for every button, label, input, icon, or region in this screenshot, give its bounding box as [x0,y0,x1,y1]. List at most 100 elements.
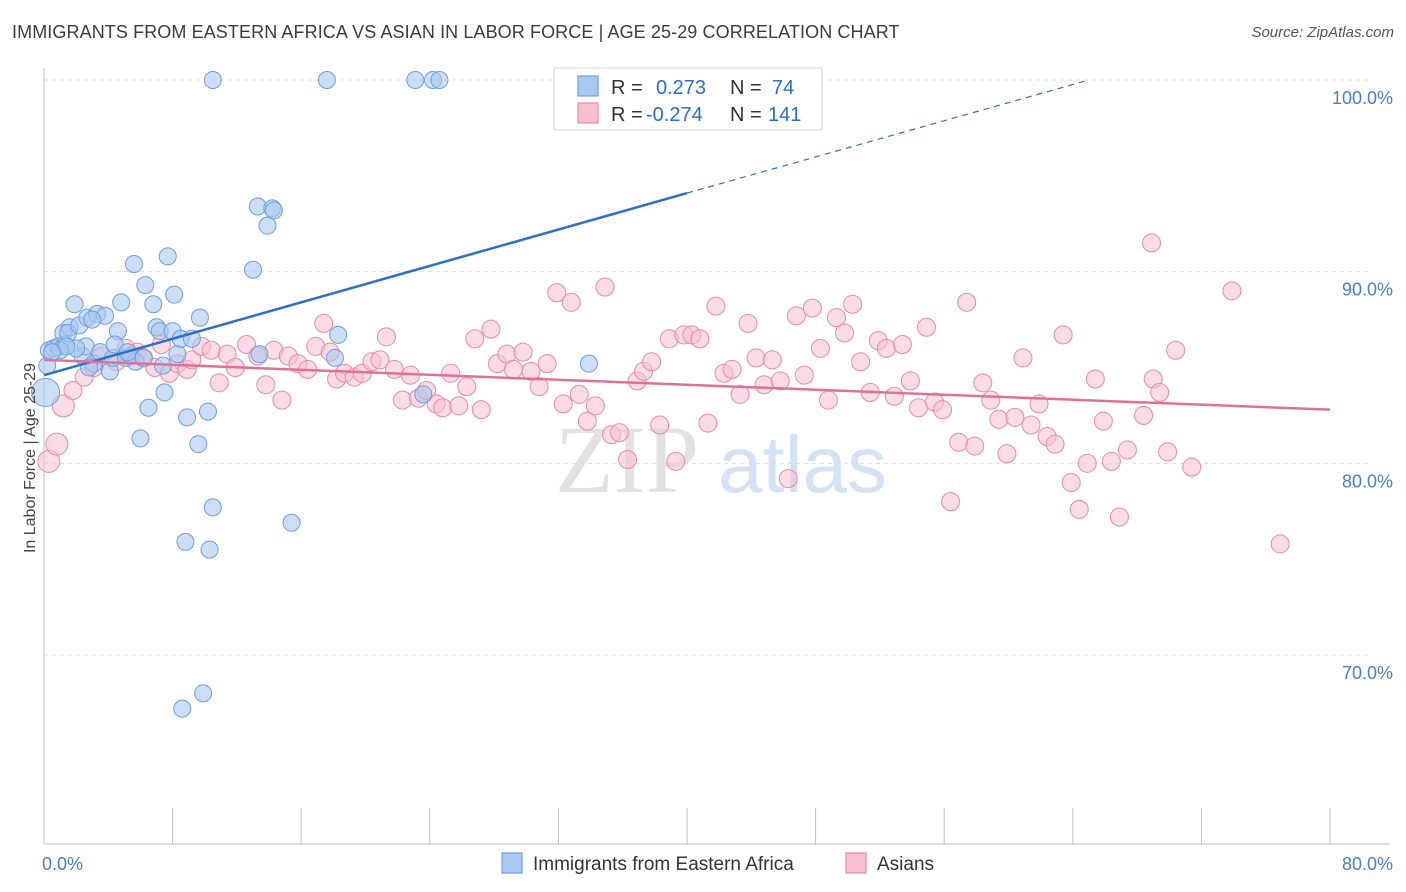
eastern-africa-point [125,255,144,273]
eastern-africa-point [325,348,344,367]
y-tick-label: 70.0% [1342,663,1393,683]
asians-point [457,377,477,397]
eastern-africa-point [136,276,155,295]
eastern-africa-point [203,71,222,89]
asians-point [370,350,390,370]
asians-point [1134,405,1154,425]
eastern-africa-point [579,354,598,373]
eastern-africa-point [329,325,348,344]
asians-point [1005,407,1025,427]
asians-point [1222,281,1242,301]
eastern-africa-point [406,71,425,89]
bottom-legend-pink-swatch [845,852,867,874]
asians-point [376,327,396,347]
eastern-africa-point [243,260,262,279]
eastern-africa-point [430,71,449,89]
asians-point [746,348,766,368]
asians-point [209,373,229,393]
asians-point [577,411,597,431]
legend-r-label-2: R = [611,104,643,126]
asians-point [786,306,806,326]
asians-point [256,375,276,395]
y-tick-label: 80.0% [1342,471,1393,491]
eastern-africa-point [176,532,195,551]
asians-point [465,329,485,349]
axes [43,68,1390,845]
eastern-africa-point [250,345,269,364]
asians-point [754,375,774,395]
asians-point [609,423,629,443]
asians-point [835,323,855,343]
asians-point [441,363,461,383]
asians-point [666,451,686,471]
asians-point [949,432,969,452]
asians-point [537,354,557,374]
eastern-africa-point [165,285,184,304]
legend-blue-swatch [577,75,599,97]
asians-point [1109,507,1129,527]
legend-r-value-1: 0.273 [656,77,706,99]
eastern-africa-point [158,247,177,266]
y-tick-label: 100.0% [1332,88,1393,108]
asians-point [730,384,750,404]
asians-point [981,390,1001,410]
asians-point [1182,457,1202,477]
asians-point [690,329,710,349]
asians-point [851,352,871,372]
asians-point [706,296,726,316]
eastern-africa-point [178,408,197,427]
legend-n-value-2: 141 [768,104,801,126]
eastern-africa-point [43,343,62,362]
asians-point [433,398,453,418]
asians-point [45,432,69,456]
asians-point [826,308,846,328]
asians-point [1166,340,1186,360]
eastern-africa-point [203,498,222,517]
asians-point [237,335,257,354]
eastern-africa-point [31,377,61,407]
asians-point [698,413,718,433]
eastern-africa-point [264,201,283,220]
asians-point [1150,382,1170,402]
asians-point [957,292,977,312]
asians-point [384,359,404,379]
x-tick-label: 0.0% [42,854,83,874]
bottom-legend-blue-swatch [501,852,523,874]
asians-point [1093,411,1113,431]
asians-point [876,338,896,358]
bottom-legend-label-1: Immigrants from Eastern Africa [533,854,794,875]
trend-lines [43,79,1331,411]
asians-point [794,365,814,385]
legend-pink-swatch [577,102,599,124]
eastern-africa-point [83,310,102,329]
eastern-africa-point [200,540,219,559]
asians-point [933,400,953,420]
y-tick-label: 90.0% [1342,280,1393,300]
asians-point [503,359,523,379]
grid-lines [44,79,1370,656]
asians-point [449,396,469,416]
asians-point [900,371,920,391]
asians-point [1045,434,1065,454]
chart-title: IMMIGRANTS FROM EASTERN AFRICA VS ASIAN … [12,22,900,42]
asians-point [272,390,292,410]
asians-point [529,377,549,397]
eastern-africa-point [198,402,217,421]
eastern-africa-point [131,429,150,448]
eastern-africa-point [282,513,301,532]
asians-point [471,400,491,420]
asians-point [802,298,822,318]
asians-point [521,361,541,381]
asians-point [1069,499,1089,519]
eastern-africa-point [134,348,153,367]
asians-point [63,381,83,400]
legend-n-label-2: N = [730,104,762,126]
asians-point [973,373,993,393]
asians-point [997,444,1017,464]
asians-point [392,390,412,410]
asians-point [1101,451,1121,471]
source-credit: Source: ZipAtlas.com [1251,24,1394,41]
eastern-africa-point [173,699,192,718]
asians-point [553,394,573,414]
